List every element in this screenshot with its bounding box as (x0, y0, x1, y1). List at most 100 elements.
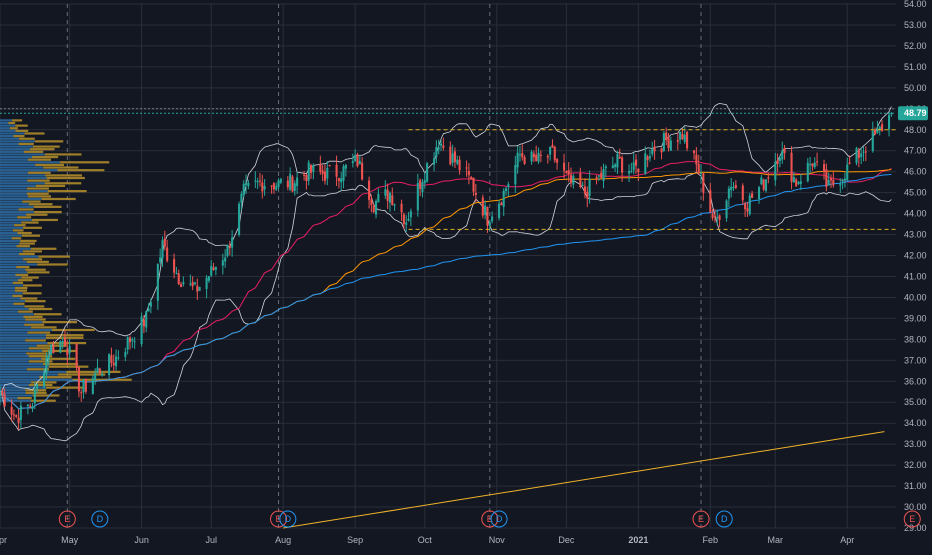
event-marker-label: D (721, 514, 728, 524)
candle-body (453, 151, 457, 163)
volume-profile-bar (48, 365, 89, 368)
candle-body (245, 183, 248, 185)
candle-body (825, 169, 828, 187)
candle-body (579, 173, 582, 188)
dividend-event-icon[interactable]: D (715, 510, 733, 528)
candle-body (12, 414, 15, 416)
candle-body (646, 156, 649, 160)
candle-body (686, 132, 689, 149)
candle-body (730, 186, 733, 191)
candle-body (402, 214, 405, 225)
volume-profile-bar (0, 176, 47, 180)
candle-body (437, 147, 440, 150)
candle-body (860, 153, 863, 157)
volume-profile-bar (0, 284, 23, 287)
volume-profile-bar (0, 124, 16, 127)
candle-body (491, 216, 494, 222)
volume-profile-bar (41, 357, 76, 360)
time-axis-tick-label: Dec (558, 535, 575, 545)
candle-body (855, 147, 858, 164)
candle-body (502, 190, 505, 207)
dividend-event-icon[interactable]: D (279, 510, 297, 528)
candle-body (112, 362, 115, 366)
candle-body (247, 182, 250, 187)
volume-profile-bar (0, 286, 16, 290)
volume-profile-bar (0, 381, 32, 384)
volume-profile-bar (0, 174, 46, 177)
candle-body (435, 147, 438, 157)
candle-body (697, 164, 700, 174)
volume-profile-bar (0, 376, 40, 379)
candle-body (374, 200, 378, 215)
event-marker-label: D (97, 514, 104, 524)
volume-profile-bar (0, 328, 53, 332)
volume-profile-bar (0, 150, 24, 153)
candle-body (96, 367, 99, 373)
candle-body (439, 143, 443, 146)
candle-body (751, 193, 754, 198)
earnings-event-icon[interactable]: E (692, 510, 710, 528)
dividend-event-icon[interactable]: D (91, 510, 109, 528)
candle-body (602, 169, 605, 182)
volume-profile-bar (0, 268, 26, 271)
volume-profile-bar (0, 203, 29, 206)
candle-body (272, 183, 275, 190)
candles (0, 111, 893, 430)
volume-profile-bar (26, 352, 48, 355)
candle-body (421, 182, 424, 193)
volume-profile-bar (0, 289, 15, 292)
volume-profile-bar (28, 383, 53, 387)
candle-body (307, 162, 310, 181)
candle-body (231, 237, 234, 248)
volume-profile-bar (0, 281, 13, 284)
volume-profile-bar (0, 197, 42, 201)
volume-profile-bar (0, 216, 18, 219)
volume-profile-bar (0, 294, 13, 298)
volume-profile-bar (32, 394, 60, 397)
time-axis-tick-label: Apr (840, 535, 854, 545)
earnings-event-icon[interactable]: E (58, 510, 76, 528)
event-marker-label: D (496, 514, 503, 524)
earnings-event-icon[interactable]: E (270, 510, 288, 528)
volume-profile-bar (0, 252, 20, 256)
price-axis-tick-label: 39.00 (904, 313, 927, 323)
volume-profile-bar (0, 245, 17, 248)
candle-body (77, 367, 80, 392)
volume-profile-bar (57, 373, 106, 376)
candle-body (521, 152, 524, 158)
candle-body (47, 354, 50, 360)
candle-body (226, 244, 229, 257)
volume-profile-bar (0, 208, 19, 211)
event-marker-label: D (285, 514, 292, 524)
event-marker-circle (715, 510, 733, 528)
volume-profile-bar (47, 341, 87, 345)
candle-body (669, 140, 672, 151)
candle-body (732, 187, 735, 189)
volume-profile-bar (26, 187, 49, 190)
volume-profile-bar (26, 368, 50, 371)
candle-body (147, 308, 150, 312)
volume-profile-bar (0, 171, 28, 174)
price-axis-tick-label: 35.00 (904, 397, 927, 407)
candle-body (68, 346, 71, 354)
candle-body (484, 205, 487, 215)
event-marker-circle (481, 510, 499, 528)
price-axis-tick-label: 44.00 (904, 209, 927, 219)
candle-body (848, 162, 851, 165)
candle-body (693, 150, 696, 154)
dividend-event-icon[interactable]: D (490, 510, 508, 528)
candle-body (618, 156, 621, 159)
volume-profile-bar (0, 271, 28, 274)
earnings-event-icon[interactable]: E (903, 510, 921, 528)
price-axis-tick-label: 45.00 (904, 188, 927, 198)
price-axis-tick-label: 52.00 (904, 41, 927, 51)
candle-body (372, 205, 375, 213)
earnings-event-icon[interactable]: E (481, 510, 499, 528)
volume-profile-bar (41, 197, 76, 201)
candle-body (296, 177, 299, 186)
candle-body (175, 272, 178, 274)
candle-body (207, 276, 210, 281)
volume-profile-bar (0, 218, 32, 222)
